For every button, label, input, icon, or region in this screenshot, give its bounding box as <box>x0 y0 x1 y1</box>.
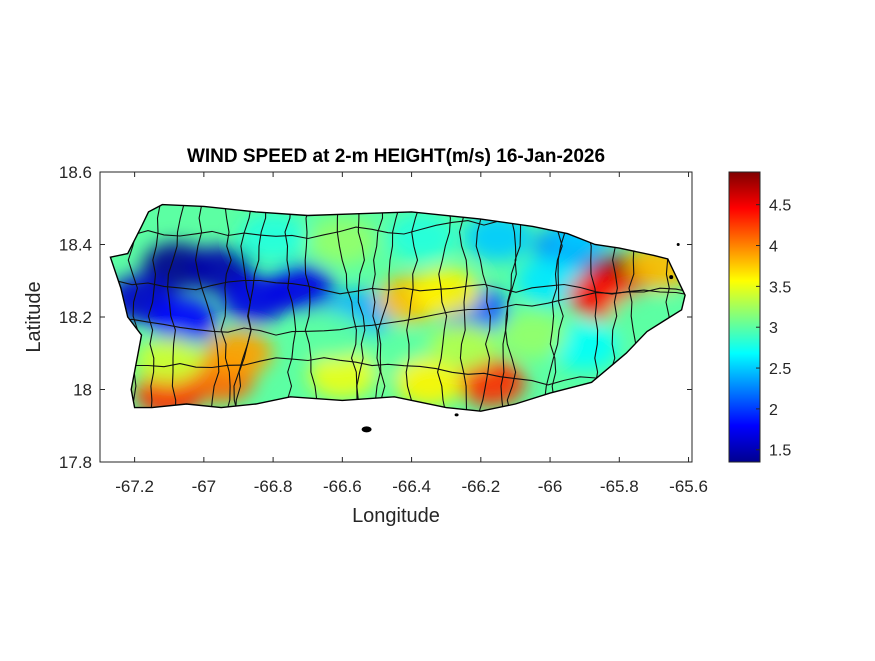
x-tick-label: -66 <box>538 477 563 496</box>
wind-field-sample <box>388 213 456 262</box>
wind-field <box>110 204 686 412</box>
wind-field-sample <box>308 216 377 265</box>
colorbar-tick-label: 1.5 <box>769 443 791 460</box>
wind-field-sample <box>298 311 366 360</box>
x-tick-label: -67.2 <box>115 477 154 496</box>
y-tick-label: 18 <box>73 381 92 400</box>
y-axis-ticks: 17.8 18 18.2 18.4 18.6 <box>59 163 692 472</box>
islet <box>669 275 674 280</box>
x-tick-label: -65.6 <box>669 477 708 496</box>
wind-field-sample <box>457 358 526 407</box>
municipal-boundary <box>110 357 686 388</box>
x-tick-label: -66.2 <box>461 477 500 496</box>
y-tick-label: 18.4 <box>59 236 92 255</box>
municipal-boundary <box>505 204 531 412</box>
y-tick-label: 18.6 <box>59 163 92 182</box>
colorbar-tick-label: 2 <box>769 402 778 419</box>
islet <box>676 243 680 246</box>
x-tick-label: -66.4 <box>392 477 431 496</box>
wind-field-sample <box>498 311 567 360</box>
wind-field-sample <box>516 256 585 305</box>
municipal-boundary <box>405 204 422 412</box>
coastline <box>109 203 686 412</box>
x-axis-ticks: -67.2 -67 -66.8 -66.6 -66.4 -66.2 -66 -65.8 -65.… <box>115 172 708 496</box>
chart-title: WIND SPEED at 2-m HEIGHT(m/s) 16-Jan-202… <box>187 146 605 167</box>
wind-field-sample <box>149 296 218 345</box>
colorbar-tick-label: 2.5 <box>769 361 791 378</box>
municipal-boundary <box>167 204 185 412</box>
colorbar-tick-label: 3.5 <box>769 279 791 296</box>
colorbar-tick-label: 4.5 <box>769 198 791 215</box>
x-tick-label: -67 <box>192 477 217 496</box>
municipal-boundary <box>458 204 469 412</box>
wind-field-sample <box>135 336 204 385</box>
colorbar-ticks: 1.5 2 2.5 3 3.5 4 4.5 <box>756 198 791 460</box>
municipal-boundary <box>304 204 322 412</box>
wind-field-sample <box>412 267 481 316</box>
y-tick-label: 17.8 <box>59 453 92 472</box>
y-axis-label: Latitude <box>23 281 45 352</box>
islet <box>454 413 459 417</box>
x-tick-label: -66.8 <box>254 477 293 496</box>
municipal-boundary <box>110 287 686 336</box>
wind-field-sample <box>221 274 290 323</box>
wind-field-sample <box>394 358 463 407</box>
x-tick-label: -66.6 <box>323 477 362 496</box>
municipal-boundary <box>376 204 401 412</box>
colorbar-tick-label: 3 <box>769 320 778 337</box>
x-axis-label: Longitude <box>352 505 440 527</box>
municipal-boundary <box>349 204 366 412</box>
wind-field-sample <box>550 322 619 370</box>
municipal-boundary <box>220 204 232 412</box>
municipal-boundary <box>371 204 384 412</box>
wind-field-sample <box>429 322 498 370</box>
municipal-boundary <box>437 204 451 412</box>
wind-field-sample <box>239 213 308 262</box>
colorbar-tick-label: 4 <box>769 239 778 256</box>
colorbar: 1.5 2 2.5 3 3.5 4 4.5 <box>728 171 791 463</box>
municipal-boundary <box>279 204 297 412</box>
municipal-boundary <box>147 204 162 412</box>
islet <box>361 426 372 433</box>
y-tick-label: 18.2 <box>59 308 92 327</box>
offshore-islets <box>361 243 680 433</box>
municipal-boundary <box>110 278 686 296</box>
wind-field-sample <box>204 329 273 378</box>
municipal-boundary <box>195 204 220 412</box>
colorbar-gradient <box>728 171 761 463</box>
municipal-boundary <box>230 204 270 412</box>
x-tick-label: -65.8 <box>600 477 639 496</box>
